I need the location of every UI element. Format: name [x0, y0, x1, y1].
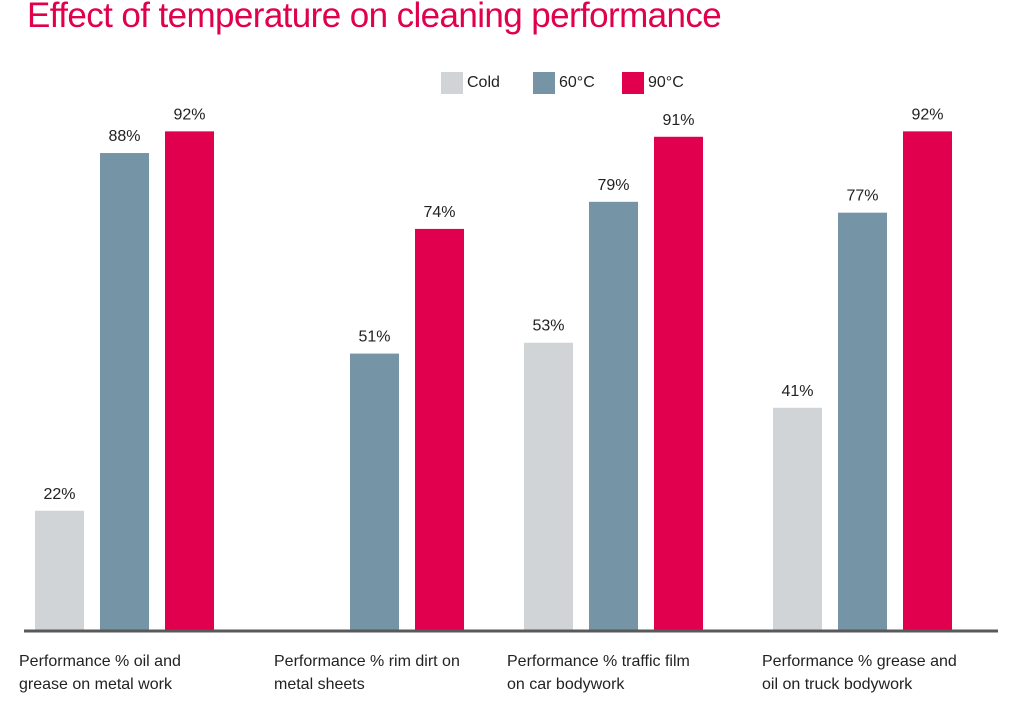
bar-label-90c-3: 92%: [911, 106, 943, 123]
legend: Cold 60°C 90°C: [0, 70, 1012, 96]
bar-label-cold-0: 22%: [43, 486, 75, 503]
bar-label-cold-2: 53%: [532, 318, 564, 335]
legend-swatch-cold: [441, 72, 463, 94]
category-label-2-line-2: on car bodywork: [507, 676, 625, 693]
category-label-3: Performance % grease and oil on truck bo…: [762, 650, 957, 696]
legend-swatch-60c: [533, 72, 555, 94]
category-label-0-line-1: Performance % oil and: [19, 653, 181, 670]
bar-60c-0: [100, 153, 149, 631]
legend-item-60c: 60°C: [533, 70, 595, 96]
category-label-1-line-2: metal sheets: [274, 676, 365, 693]
bar-90c-2: [654, 136, 703, 630]
category-label-3-line-1: Performance % grease and: [762, 653, 957, 670]
category-label-1-line-1: Performance % rim dirt on: [274, 653, 460, 670]
bar-label-cold-3: 41%: [781, 383, 813, 400]
bar-90c-3: [903, 131, 952, 631]
category-label-2: Performance % traffic film on car bodywo…: [507, 650, 690, 696]
bar-90c-1: [415, 228, 464, 631]
bar-label-90c-2: 91%: [662, 112, 694, 129]
bars-group: [35, 131, 952, 631]
bar-cold-0: [35, 510, 84, 630]
bar-label-60c-0: 88%: [108, 128, 140, 145]
bar-60c-3: [838, 212, 887, 630]
bar-cold-3: [773, 407, 822, 630]
category-label-3-line-2: oil on truck bodywork: [762, 676, 913, 693]
bar-label-60c-2: 79%: [597, 177, 629, 194]
bar-90c-0: [165, 131, 214, 631]
category-label-2-line-1: Performance % traffic film: [507, 653, 690, 670]
bar-label-60c-3: 77%: [846, 188, 878, 205]
legend-item-cold: Cold: [441, 70, 500, 96]
legend-swatch-90c: [622, 72, 644, 94]
bar-cold-2: [524, 342, 573, 630]
bar-label-90c-1: 74%: [423, 204, 455, 221]
bar-label-60c-1: 51%: [358, 329, 390, 346]
legend-label-cold: Cold: [467, 74, 500, 91]
value-labels-group: 22% 53% 41% 88% 51% 79% 77% 92% 74% 91% 92%: [43, 106, 943, 502]
legend-item-90c: 90°C: [622, 70, 684, 96]
category-label-0: Performance % oil and grease on metal wo…: [19, 650, 181, 696]
bar-60c-2: [589, 201, 638, 630]
category-label-0-line-2: grease on metal work: [19, 676, 172, 693]
chart-title: Effect of temperature on cleaning perfor…: [27, 0, 722, 35]
legend-label-90c: 90°C: [648, 74, 684, 91]
bar-label-90c-0: 92%: [173, 106, 205, 123]
legend-label-60c: 60°C: [559, 74, 595, 91]
bar-60c-1: [350, 353, 399, 630]
category-label-1: Performance % rim dirt on metal sheets: [274, 650, 460, 696]
